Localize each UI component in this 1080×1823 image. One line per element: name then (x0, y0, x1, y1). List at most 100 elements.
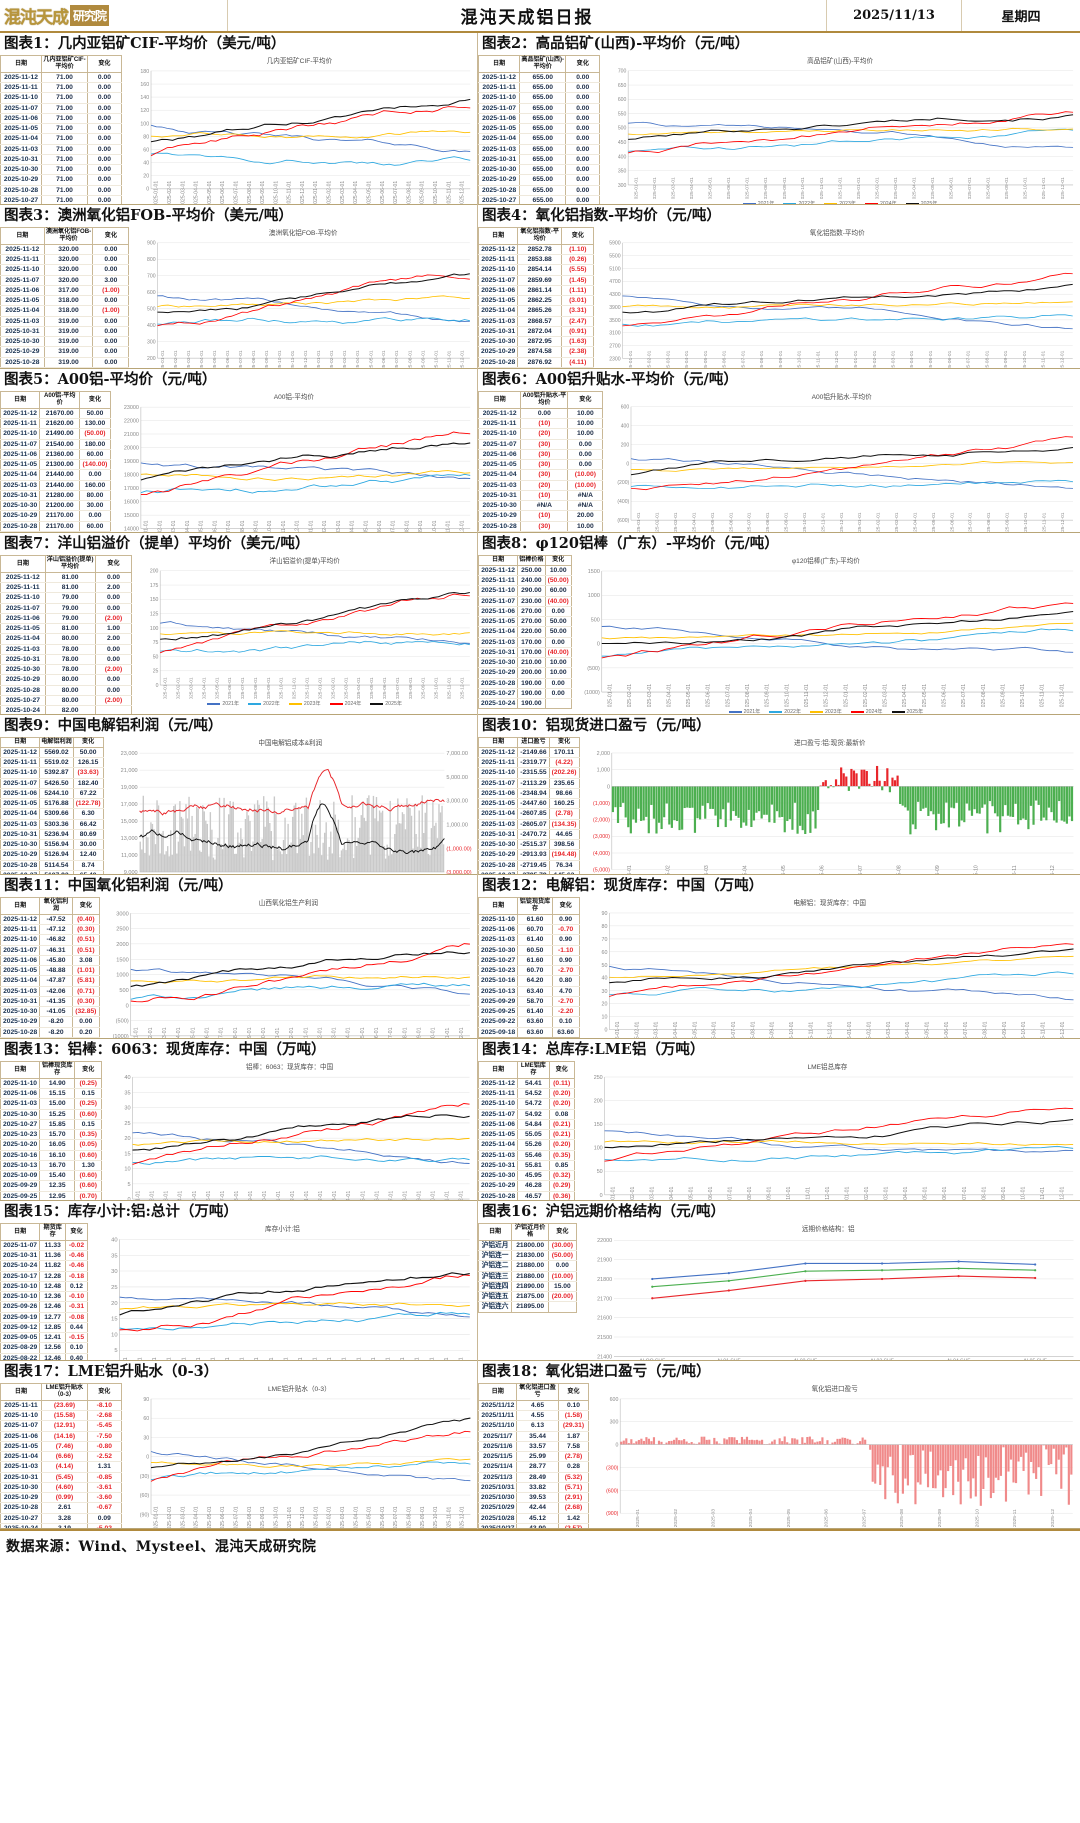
svg-text:100: 100 (594, 1146, 603, 1152)
svg-text:2025-05-01: 2025-05-01 (363, 520, 369, 533)
chart-title-6: A00铝升贴水-平均价 (811, 394, 872, 402)
cell-date: 2025-10-27 (478, 530, 522, 532)
table-header-row: 日期 澳洲氧化铝FOB-平均价 变化 (0, 227, 130, 245)
table-row: 2025-11-06 -2348.94 98.66 (478, 787, 580, 800)
cell-change: 0.80 (551, 975, 580, 987)
svg-text:125: 125 (150, 612, 159, 618)
svg-text:2025-11-01: 2025-11-01 (276, 1191, 282, 1201)
cell-change: (1.10) (561, 243, 595, 256)
legend-label: 2024年 (865, 709, 883, 715)
cell-change: 80.69 (72, 828, 104, 841)
svg-text:2025-03-01: 2025-03-01 (344, 677, 350, 699)
svg-text:(5,000): (5,000) (593, 868, 610, 874)
svg-text:2025-01-01: 2025-01-01 (637, 512, 643, 533)
svg-text:1500: 1500 (116, 957, 128, 963)
svg-text:250: 250 (594, 1075, 603, 1081)
table-row: 2025-11-03 61.40 0.90 (478, 934, 580, 946)
table-row: 2025-10-30 45.95 (0.32) (478, 1169, 575, 1182)
cell-change: (2.68) (557, 1502, 590, 1514)
svg-text:(300): (300) (607, 1465, 619, 1471)
table-row: 2025-10-29 46.28 (0.29) (478, 1180, 575, 1192)
cell-date: 2025-11-03 (0, 643, 46, 655)
legend-swatch-icon (207, 702, 221, 705)
svg-text:2025-11-01: 2025-11-01 (291, 350, 297, 369)
table-row: 2025-10-27 71.00 0.00 (0, 194, 122, 204)
table-row: 2025-10-10 12.48 0.12 (0, 1280, 88, 1293)
table-header-row: 日期 期货库存 变化 (0, 1223, 88, 1241)
cell-value: 5569.02 (39, 746, 74, 759)
cell-value: 3.28 (41, 1512, 88, 1524)
cell-date: 2025-11-07 (0, 602, 46, 614)
svg-text:150: 150 (150, 597, 159, 603)
table-row: 2025-11-06 79.00 (2.00) (0, 612, 133, 625)
col-header-value: 电解铝利润 (39, 737, 74, 748)
table-row: 2025/10/30 39.53 (2.91) (478, 1491, 590, 1504)
cell-change: 160.25 (548, 798, 580, 810)
svg-text:40: 40 (601, 976, 607, 982)
svg-text:2025-02-01: 2025-02-01 (627, 684, 633, 707)
svg-text:2025-09-01: 2025-09-01 (418, 520, 424, 533)
cell-change: -2.70 (551, 995, 580, 1008)
cell-change: (50.00) (79, 428, 111, 440)
legend-label: 2024年 (344, 701, 362, 708)
chart-area-12: 电解铝：现货库存：中国 90 80 70 60 50 40 30 20 10 0 2025-01-01… (580, 897, 1080, 1039)
table-row: 2025-10-28 (30) 10.00 (478, 520, 604, 532)
table-row: 2025-11-03 5303.36 66.42 (0, 818, 104, 830)
cell-date: 2025-10-29 (0, 674, 46, 686)
svg-text:AL02.SHF: AL02.SHF (793, 1359, 817, 1361)
cell-value: 3.19 (41, 1522, 88, 1528)
table-row: 2025-10-13 63.40 4.70 (478, 985, 580, 997)
cell-change: 1.00 (94, 622, 133, 635)
cell-date: 2025-11-11 (478, 417, 522, 430)
table-header-row: 日期 LME铝库存 变化 (478, 1061, 575, 1079)
data-table-wrapper-2: 日期 高品铝矿(山西)-平均价 变化 2025-11-12 655.00 0.00 2025… (478, 55, 601, 204)
svg-text:0: 0 (126, 1003, 129, 1009)
cell-value: -2719.45 (517, 859, 550, 871)
cell-change: 0.00 (565, 71, 601, 84)
table-row: 2025-11-12 250.00 10.00 (478, 564, 572, 577)
chart-panel-13: 图表13：铝棒：6063：现货库存：中国（万吨） 日期 铝棒现货库存 变化 2025-1… (0, 1039, 477, 1201)
chart-panel-12: 图表12：电解铝：现货库存：中国（万吨） 日期 铝锭现货库存 变化 2025-11-10… (478, 875, 1080, 1039)
svg-text:2025-03-01: 2025-03-01 (884, 1187, 890, 1201)
cell-date: 2025-10-29 (478, 510, 522, 522)
table-row: 2025-10-29 (0.99) -3.60 (0, 1491, 122, 1504)
panel-title-10: 图表10：铝现货进口盈亏（元/吨） (482, 717, 711, 734)
svg-text:2025-01-01: 2025-01-01 (858, 512, 864, 533)
table-row: 2025-10-24 190.00 (478, 698, 572, 710)
svg-text:2025-05-01: 2025-05-01 (212, 350, 218, 369)
cell-date: 2025-11-03 (478, 934, 519, 946)
cell-value: 320.00 (43, 243, 94, 256)
cell-date: 2025-09-29 (478, 995, 519, 1008)
svg-text:2025-02-01: 2025-02-01 (866, 1021, 872, 1039)
svg-text:2025-07-01: 2025-07-01 (745, 177, 751, 199)
table-row: 2025-11-03 319.00 0.00 (0, 315, 130, 327)
data-table-wrapper-18: 日期 氧化铝进口盈亏 变化 2025/11/12 4.65 0.10 2025/11/11 4… (478, 1383, 590, 1528)
cell-value: 170.00 (517, 646, 546, 659)
cell-value: 71.00 (41, 184, 88, 196)
svg-text:1000: 1000 (116, 973, 128, 979)
cell-value: 55.05 (517, 1128, 550, 1141)
col-header-change: 变化 (74, 1061, 103, 1079)
col-header-value: 氧化铝进口盈亏 (516, 1383, 559, 1401)
svg-text:2025-03-01: 2025-03-01 (340, 181, 346, 204)
svg-text:2025-02: 2025-02 (665, 865, 671, 875)
svg-text:2025-11-01: 2025-11-01 (445, 1028, 451, 1039)
cell-change: (0.60) (74, 1149, 103, 1161)
svg-text:(3,000): (3,000) (593, 834, 610, 840)
table-row: 2025-11-06 54.84 (0.21) (478, 1118, 575, 1131)
svg-text:2025-06-01: 2025-06-01 (711, 1021, 717, 1039)
svg-text:2025-05-01: 2025-05-01 (361, 1191, 367, 1201)
panel-body-2: 日期 高品铝矿(山西)-平均价 变化 2025-11-12 655.00 0.00 2025… (478, 55, 1080, 204)
svg-text:13,000: 13,000 (120, 836, 137, 842)
cell-date: 2025-09-26 (0, 1301, 41, 1313)
svg-text:2025-09-01: 2025-09-01 (782, 177, 788, 199)
panel-body-7: 日期 洋山铝溢价(提单) 平均价 变化 2025-11-12 81.00 0.00 2025… (0, 555, 477, 714)
svg-text:200: 200 (147, 356, 156, 362)
cell-change: 2.00 (94, 581, 133, 594)
cell-value: 21170.00 (39, 520, 81, 532)
panel-title-1: 图表1：几内亚铝矿CIF-平均价（美元/吨） (4, 35, 286, 52)
table-row: 2025-10-31 655.00 0.00 (478, 153, 601, 166)
svg-text:(2,000): (2,000) (593, 818, 610, 824)
cell-value: 81.00 (44, 581, 96, 594)
cell-value: 21440.00 (39, 469, 81, 481)
